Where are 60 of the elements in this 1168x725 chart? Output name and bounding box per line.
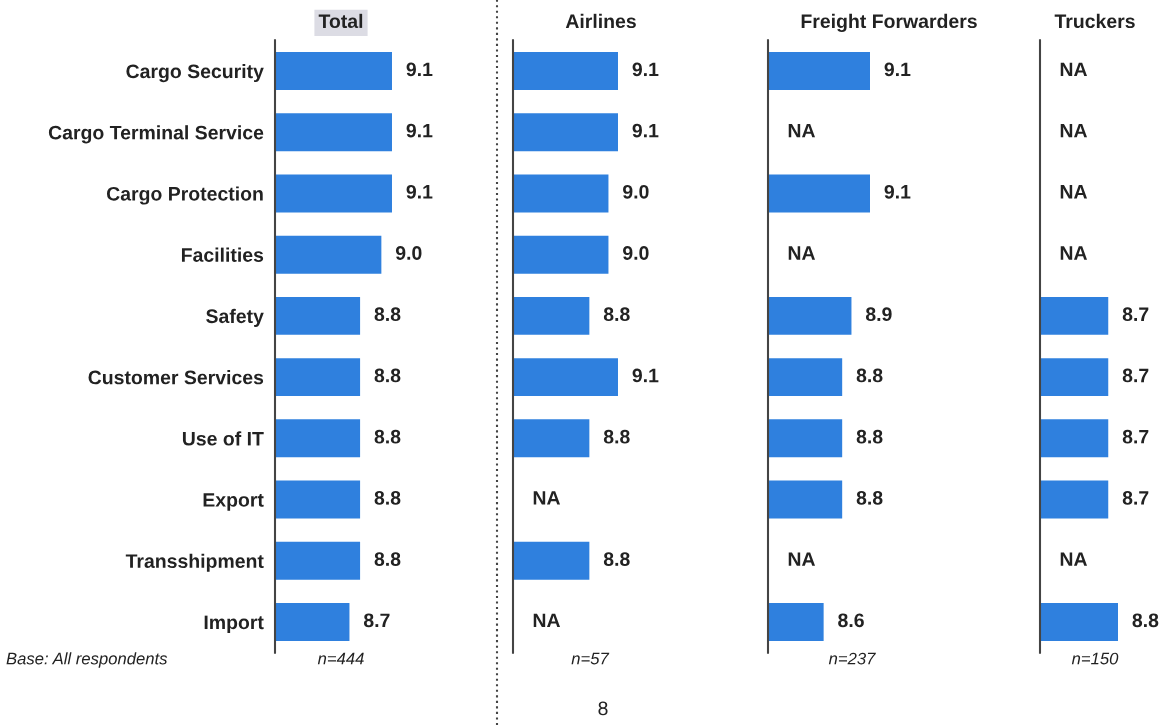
y-tick-label: Use of IT (182, 431, 264, 446)
chart-title: Truckers (1054, 13, 1135, 29)
y-tick-label: Cargo Terminal Service (48, 125, 264, 144)
y-tick-label: Safety (206, 308, 264, 327)
text: Base: All respondents (6, 652, 168, 668)
data-label: 8.8 (856, 368, 883, 383)
text: n=57 (571, 652, 610, 665)
data-label: 8.8 (856, 429, 883, 444)
text: NA (533, 491, 561, 505)
data-label: 8.8 (374, 368, 401, 383)
text: NA (1060, 246, 1088, 260)
y-tick-label: Customer Services (88, 370, 264, 385)
text: NA (1060, 123, 1088, 138)
data-label: 8.7 (363, 613, 390, 628)
data-label: 9.1 (884, 184, 911, 199)
text: 8 (598, 701, 608, 716)
data-label: 9.0 (623, 184, 649, 199)
data-label: 9.0 (623, 246, 649, 260)
text: n=444 (317, 652, 364, 665)
data-label: 8.8 (603, 429, 630, 444)
text: n=150 (1071, 652, 1119, 665)
data-label: 8.8 (374, 429, 401, 444)
text: n=237 (828, 652, 876, 665)
data-label: 9.1 (884, 62, 911, 77)
data-label: 9.1 (406, 184, 433, 199)
data-label: 8.7 (1122, 307, 1149, 322)
text: NA (1060, 62, 1088, 77)
y-tick-label: Import (204, 615, 264, 634)
data-label: 8.7 (1122, 368, 1149, 383)
data-label: 8.7 (1122, 429, 1149, 444)
data-label: 8.8 (374, 552, 401, 566)
data-label: 8.7 (1122, 491, 1149, 505)
text: NA (788, 552, 816, 566)
y-tick-label: Cargo Protection (106, 186, 263, 205)
data-label: 8.9 (865, 307, 892, 322)
chart-title: Freight Forwarders (801, 13, 977, 33)
data-label: 8.8 (374, 491, 401, 505)
chart-title: Airlines (565, 13, 636, 29)
chart-title: Total (318, 13, 363, 29)
y-tick-label: Cargo Security (126, 63, 264, 83)
data-label: 9.1 (632, 62, 659, 77)
text: NA (788, 123, 816, 138)
data-label: 9.1 (632, 123, 659, 138)
data-label: 8.8 (603, 552, 630, 566)
y-tick-label: Export (203, 493, 264, 511)
data-label: 9.0 (395, 246, 422, 260)
data-label: 9.1 (406, 123, 433, 138)
y-tick-label: Transshipment (125, 553, 264, 572)
text: NA (1060, 552, 1088, 566)
data-label: 8.8 (603, 307, 630, 322)
text: NA (788, 246, 816, 260)
data-label: 9.1 (406, 62, 433, 77)
data-label: 8.8 (856, 491, 883, 505)
data-label: 9.1 (632, 368, 659, 383)
data-label: 8.8 (1132, 613, 1159, 628)
text: NA (1060, 185, 1088, 199)
y-tick-label: Facilities (181, 247, 264, 262)
data-label: 8.8 (374, 307, 401, 322)
text: NA (533, 613, 561, 628)
data-label: 8.6 (838, 613, 864, 628)
